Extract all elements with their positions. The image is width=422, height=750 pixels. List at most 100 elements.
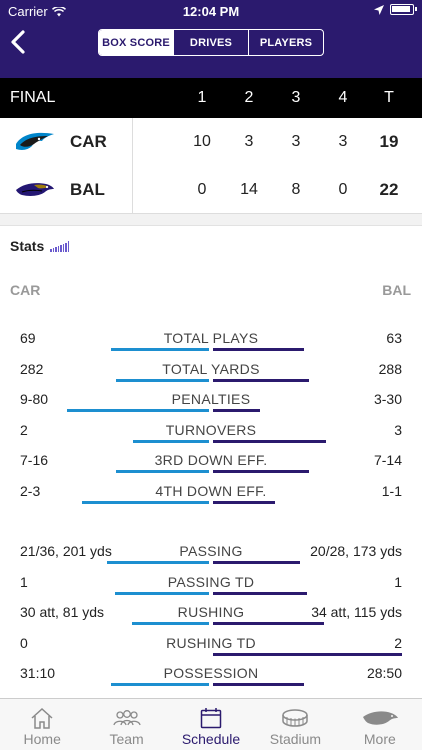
- score-total: 22: [379, 180, 399, 199]
- stat-right-value: 63: [386, 330, 402, 346]
- stat-bar-right: [213, 591, 307, 595]
- stat-right-value: 1-1: [381, 482, 402, 499]
- stat-left-value: 0: [20, 634, 28, 651]
- score-q4: 0: [338, 181, 348, 198]
- tab-stadium[interactable]: Stadium: [253, 699, 337, 750]
- score-q1: 10: [193, 133, 211, 150]
- status-right: [374, 4, 417, 15]
- stat-name: PENALTIES: [171, 391, 251, 407]
- game-status: FINAL: [10, 89, 56, 106]
- stat-right-value: 3: [394, 421, 402, 438]
- stat-bar-right: [213, 409, 260, 412]
- team-abbr: BAL: [70, 180, 105, 199]
- stat-bar-left: [111, 348, 209, 351]
- stats-title: Stats: [10, 238, 70, 254]
- stats-title-label: Stats: [10, 238, 45, 254]
- stat-name: 4TH DOWN EFF.: [155, 482, 267, 499]
- stat-bar-right: [213, 652, 402, 656]
- stats-right-team: BAL: [382, 282, 411, 298]
- home-icon: [31, 707, 53, 729]
- team-icon: [112, 710, 141, 726]
- score-header-row: FINAL 1 2 3 4 T: [0, 78, 422, 118]
- raven-icon: [362, 711, 398, 725]
- stat-row: 21/36, 201 yds PASSING 20/28, 173 yds: [0, 543, 422, 573]
- stat-right-value: 7-14: [373, 452, 402, 468]
- score-q2: 14: [240, 181, 258, 198]
- team-abbr: CAR: [70, 132, 107, 151]
- ravens-logo-icon: [16, 183, 54, 196]
- battery-icon: [390, 4, 417, 15]
- stat-left-value: 21/36, 201 yds: [20, 543, 112, 559]
- tab-schedule[interactable]: Schedule: [169, 699, 253, 750]
- tab-home[interactable]: Home: [0, 699, 84, 750]
- stat-bar-left: [116, 470, 209, 473]
- stat-name: RUSHING TD: [166, 634, 256, 651]
- stat-left-value: 69: [20, 330, 36, 346]
- tab-team[interactable]: Team: [84, 699, 168, 750]
- stats-bars-icon: [50, 240, 70, 252]
- quarter-3-header: 3: [291, 89, 301, 106]
- stat-name: TURNOVERS: [165, 421, 257, 438]
- stat-right-value: 28:50: [366, 665, 402, 681]
- tab-players[interactable]: PLAYERS: [248, 30, 323, 55]
- view-segmented-control: BOX SCORE DRIVES PLAYERS: [98, 29, 324, 56]
- tab-bar: Home Team Schedule Stadium Mo: [0, 698, 422, 750]
- stat-row: 0 RUSHING TD 2: [0, 635, 422, 665]
- score-q3: 3: [291, 133, 301, 150]
- quarter-2-header: 2: [244, 89, 254, 106]
- stat-bar-right: [213, 683, 304, 686]
- stat-left-value: 31:10: [20, 665, 56, 681]
- stat-name: PASSING TD: [167, 573, 255, 590]
- stats-left-team: CAR: [10, 282, 41, 298]
- stat-left-value: 7-16: [20, 452, 49, 468]
- stat-name: TOTAL PLAYS: [163, 330, 259, 346]
- stat-name: 3RD DOWN EFF.: [154, 452, 268, 468]
- stat-bar-right: [213, 439, 326, 443]
- stat-name: RUSHING: [177, 604, 245, 620]
- stat-name: TOTAL YARDS: [162, 360, 260, 377]
- score-q2: 3: [244, 133, 254, 150]
- stat-left-value: 2: [20, 421, 28, 438]
- panthers-logo-icon: [16, 132, 54, 150]
- score-q4: 3: [338, 133, 348, 150]
- stat-row: 1 PASSING TD 1: [0, 574, 422, 604]
- team-row-bal: BAL 0 14 8 0 22: [0, 166, 422, 214]
- stat-bar-left: [82, 500, 209, 504]
- status-bar: Carrier 12:04 PM: [0, 0, 422, 22]
- stat-left-value: 282: [20, 360, 44, 377]
- scoreboard: CAR 10 3 3 3 19 BAL 0 14 8 0 22: [0, 118, 422, 214]
- stat-bar-left: [111, 683, 209, 686]
- score-q3: 8: [291, 181, 301, 198]
- tab-team-label: Team: [109, 731, 144, 747]
- stat-bar-right: [213, 622, 324, 625]
- score-q1: 0: [197, 181, 207, 198]
- carrier-label: Carrier: [8, 4, 48, 19]
- quarter-4-header: 4: [338, 89, 348, 106]
- stat-bar-right: [213, 348, 304, 351]
- tab-more-label: More: [363, 731, 396, 747]
- stat-row: 30 att, 81 yds RUSHING 34 att, 115 yds: [0, 604, 422, 634]
- stat-row: 2-3 4TH DOWN EFF. 1-1: [0, 483, 422, 513]
- tab-drives[interactable]: DRIVES: [173, 30, 248, 55]
- stat-left-value: 2-3: [20, 482, 41, 499]
- location-arrow-icon: [374, 4, 384, 15]
- back-button[interactable]: [10, 30, 34, 56]
- stat-name: POSSESSION: [163, 665, 259, 681]
- stat-right-value: 3-30: [373, 391, 402, 407]
- stat-row: 9-80 PENALTIES 3-30: [0, 391, 422, 421]
- tab-box-score[interactable]: BOX SCORE: [99, 30, 173, 55]
- chevron-left-icon: [11, 30, 25, 54]
- total-header: T: [384, 89, 394, 106]
- status-time: 12:04 PM: [182, 4, 240, 19]
- stat-bar-right: [213, 561, 300, 564]
- tab-more[interactable]: More: [338, 699, 422, 750]
- stat-right-value: 2: [394, 634, 402, 651]
- stat-bar-right: [213, 500, 275, 504]
- stat-bar-right: [213, 470, 309, 473]
- team-divider: [132, 118, 133, 214]
- stat-bar-left: [133, 439, 209, 443]
- stat-left-value: 1: [20, 573, 28, 590]
- stat-row: 69 TOTAL PLAYS 63: [0, 330, 422, 360]
- stat-name: PASSING: [179, 543, 243, 559]
- stat-right-value: 1: [394, 573, 402, 590]
